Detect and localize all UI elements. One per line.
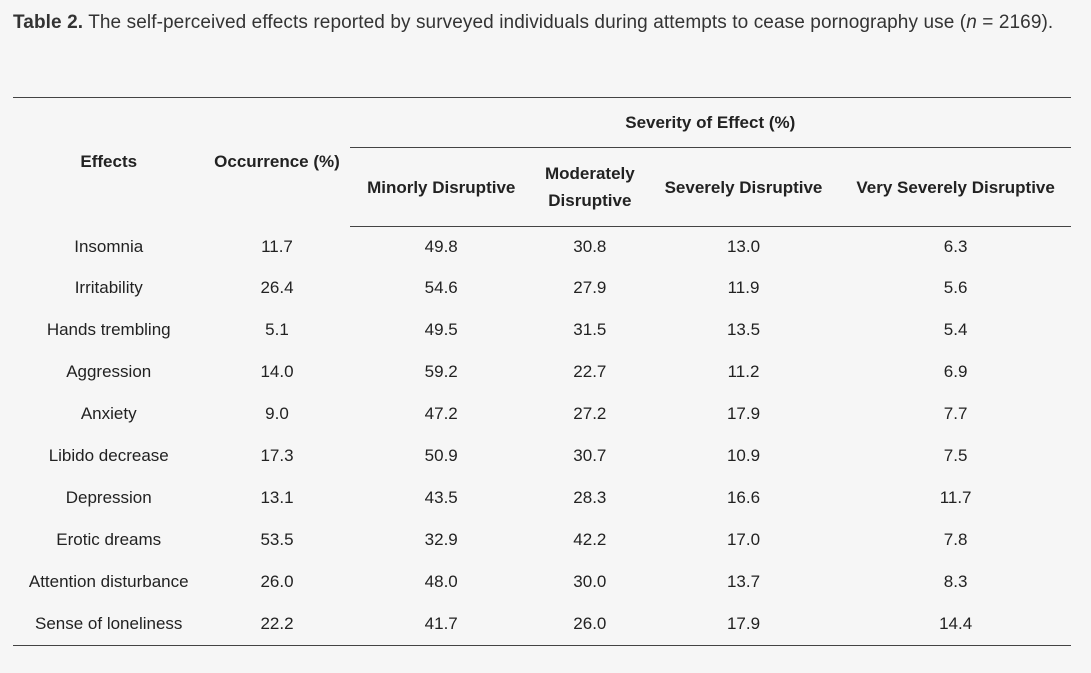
cell-moderate: 31.5 xyxy=(573,320,607,339)
cell-effect: Erotic dreams xyxy=(56,530,162,549)
cell-effect: Insomnia xyxy=(74,236,144,256)
cell-severe: 10.9 xyxy=(726,446,761,465)
header-moderately-disruptive: Moderately Disruptive xyxy=(532,147,647,227)
cell-occurrence: 11.7 xyxy=(261,236,293,256)
cell-very-severe: 8.3 xyxy=(943,572,968,591)
cell-moderate: 27.2 xyxy=(573,404,607,423)
cell-very-severe: 5.4 xyxy=(943,320,968,339)
cell-effect: Libido decrease xyxy=(48,446,169,465)
table-row: Anxiety 9.0 47.2 27.2 17.9 7.7 xyxy=(13,393,1071,435)
cell-occurrence: 53.5 xyxy=(260,530,294,549)
header-severely-disruptive: Severely Disruptive xyxy=(646,147,841,227)
cell-very-severe: 7.7 xyxy=(943,404,968,423)
cell-moderate: 26.0 xyxy=(532,603,647,646)
table-row: Sense of loneliness 22.2 41.7 26.0 17.9 … xyxy=(13,603,1071,646)
cell-severe: 17.9 xyxy=(646,603,841,646)
cell-severe: 17.9 xyxy=(726,404,761,423)
cell-very-severe: 7.5 xyxy=(943,446,968,465)
effects-table: Effects Occurrence (%) Severity of Effec… xyxy=(13,97,1071,646)
caption-n-symbol: n xyxy=(966,12,977,33)
cell-severe: 13.5 xyxy=(726,320,761,339)
cell-very-severe: 5.6 xyxy=(943,278,968,297)
cell-effect: Aggression xyxy=(66,362,152,381)
cell-minor: 43.5 xyxy=(424,488,458,507)
cell-severe: 11.2 xyxy=(727,362,760,381)
table-row: Insomnia 11.7 49.8 30.8 13.0 6.3 xyxy=(13,227,1071,268)
cell-effect: Anxiety xyxy=(80,404,137,423)
cell-moderate: 22.7 xyxy=(573,362,607,381)
cell-occurrence: 9.0 xyxy=(265,404,289,423)
cell-moderate: 27.9 xyxy=(573,278,607,297)
cell-severe: 11.9 xyxy=(727,278,760,297)
cell-severe: 13.7 xyxy=(726,572,761,591)
header-severity-group: Severity of Effect (%) xyxy=(349,97,1071,148)
cell-minor: 54.6 xyxy=(424,278,458,297)
table-row: Irritability 26.4 54.6 27.9 11.9 5.6 xyxy=(13,267,1071,309)
cell-moderate: 30.8 xyxy=(573,237,607,256)
cell-minor: 32.9 xyxy=(424,530,458,549)
cell-moderate: 30.7 xyxy=(573,446,607,465)
cell-moderate: 30.0 xyxy=(573,572,607,591)
header-minorly-disruptive: Minorly Disruptive xyxy=(349,147,533,227)
cell-occurrence: 13.1 xyxy=(260,488,294,507)
cell-minor: 49.5 xyxy=(424,320,458,339)
caption-sample-size: = 2169). xyxy=(976,12,1054,33)
cell-very-severe: 7.8 xyxy=(943,530,968,549)
cell-severe: 16.6 xyxy=(726,488,761,507)
cell-moderate: 42.2 xyxy=(573,530,607,549)
table-row: Libido decrease 17.3 50.9 30.7 10.9 7.5 xyxy=(13,435,1071,477)
cell-minor: 50.9 xyxy=(424,446,458,465)
cell-occurrence: 22.2 xyxy=(204,603,350,646)
cell-effect: Depression xyxy=(65,488,152,507)
table-caption: Table 2. The self-perceived effects repo… xyxy=(13,8,1075,38)
cell-occurrence: 17.3 xyxy=(260,446,294,465)
table-row: Attention disturbance 26.0 48.0 30.0 13.… xyxy=(13,561,1071,603)
cell-occurrence: 14.0 xyxy=(260,362,294,381)
table-body: Insomnia 11.7 49.8 30.8 13.0 6.3 Irritab… xyxy=(13,227,1071,646)
cell-effect: Hands trembling xyxy=(46,320,171,339)
cell-very-severe: 11.7 xyxy=(939,488,972,507)
header-very-severely-disruptive: Very Severely Disruptive xyxy=(840,147,1071,227)
cell-severe: 13.0 xyxy=(726,237,761,256)
table-header: Effects Occurrence (%) Severity of Effec… xyxy=(13,97,1071,227)
cell-minor: 47.2 xyxy=(424,404,458,423)
cell-occurrence: 5.1 xyxy=(265,320,289,339)
header-occurrence: Occurrence (%) xyxy=(204,97,350,227)
cell-severe: 17.0 xyxy=(726,530,761,549)
cell-effect: Attention disturbance xyxy=(28,572,189,591)
table-row: Depression 13.1 43.5 28.3 16.6 11.7 xyxy=(13,477,1071,519)
cell-minor: 48.0 xyxy=(424,572,458,591)
caption-text: The self-perceived effects reported by s… xyxy=(88,12,967,33)
cell-very-severe: 6.9 xyxy=(943,362,968,381)
cell-minor: 59.2 xyxy=(424,362,458,381)
table-row: Hands trembling 5.1 49.5 31.5 13.5 5.4 xyxy=(13,309,1071,351)
cell-effect: Irritability xyxy=(74,278,143,297)
cell-occurrence: 26.4 xyxy=(260,278,294,297)
cell-very-severe: 14.4 xyxy=(840,603,1071,646)
cell-occurrence: 26.0 xyxy=(260,572,294,591)
table-row: Erotic dreams 53.5 32.9 42.2 17.0 7.8 xyxy=(13,519,1071,561)
caption-label: Table 2. xyxy=(13,12,84,33)
header-effects: Effects xyxy=(13,97,205,227)
table-row: Aggression 14.0 59.2 22.7 11.2 6.9 xyxy=(13,351,1071,393)
cell-minor: 41.7 xyxy=(349,603,533,646)
cell-very-severe: 6.3 xyxy=(943,237,968,256)
cell-moderate: 28.3 xyxy=(573,488,607,507)
cell-effect: Sense of loneliness xyxy=(13,603,205,646)
cell-minor: 49.8 xyxy=(424,237,458,256)
